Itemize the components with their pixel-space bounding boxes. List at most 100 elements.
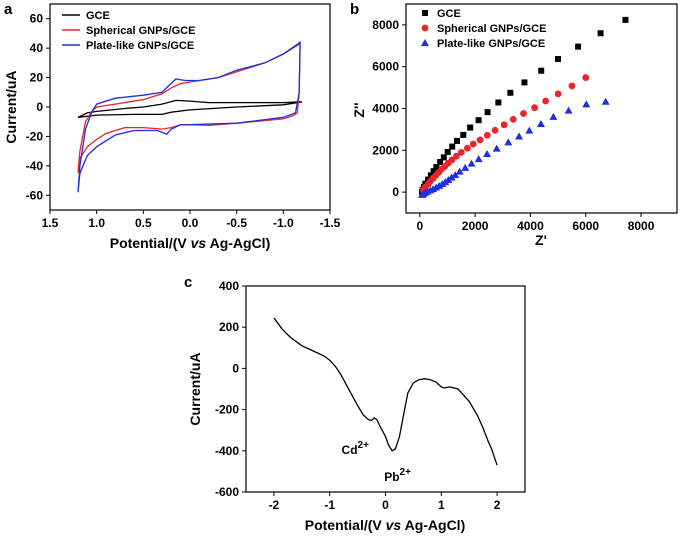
c-xtick-label: -1: [324, 498, 335, 512]
b-data-point: [538, 67, 545, 74]
a-series-line: [77, 99, 303, 118]
a-legend-label: Spherical GNPs/GCE: [86, 25, 195, 37]
b-data-point: [601, 97, 610, 105]
c-xtick-label: 0: [382, 498, 389, 512]
b-data-point: [568, 82, 576, 90]
a-series-line: [77, 41, 301, 193]
b-data-point: [461, 163, 470, 171]
b-data-point: [427, 172, 434, 179]
c-ytick-label: 0: [232, 361, 239, 375]
b-data-point: [507, 89, 514, 96]
b-data-point: [447, 173, 456, 181]
b-ytick-label: 0: [392, 185, 399, 199]
a-legend-label: GCE: [86, 10, 110, 22]
b-data-point: [452, 152, 460, 160]
b-xtick-label: 6000: [572, 219, 599, 233]
b-ytick-label: 4000: [372, 102, 399, 116]
b-data-point: [467, 159, 476, 167]
b-data-point: [455, 167, 464, 175]
b-data-point: [549, 112, 558, 120]
a-xtick-label: 0.5: [135, 216, 152, 230]
c-ytick-label: -600: [215, 485, 239, 499]
a-xtick-label: -1.5: [320, 216, 341, 230]
c-xtick-label: 1: [438, 498, 445, 512]
b-data-point: [476, 136, 484, 144]
a-xtick-label: 1.5: [42, 216, 59, 230]
b-data-point: [582, 74, 590, 81]
c-ylabel: Current/uA: [187, 352, 203, 425]
b-data-point: [525, 126, 534, 134]
chart-c: -2 -1 0 1 2 -600 -400 -200 0 200 400 Cd2+ Pb2+: [215, 279, 526, 512]
b-data-point: [515, 132, 524, 140]
a-xtick-label: -0.5: [226, 216, 247, 230]
b-xtick-label: 0: [416, 219, 423, 233]
b-legend-label: Plate-like GNPs/GCE: [437, 38, 545, 50]
c-annotation: Pb2+: [384, 467, 411, 484]
b-legend-marker: [421, 24, 429, 32]
a-ytick-label: 40: [30, 41, 44, 55]
b-data-point: [542, 97, 550, 105]
c-ytick-label: -400: [215, 444, 239, 458]
a-legend-label: Plate-like GNPs/GCE: [86, 40, 194, 52]
a-series-line: [77, 42, 301, 174]
panel-label-c: c: [184, 274, 192, 291]
b-data-point: [509, 115, 517, 123]
b-legend-marker: [421, 39, 429, 46]
b-data-point: [582, 100, 591, 108]
a-ylabel: Current/uA: [3, 70, 19, 143]
b-ytick-label: 8000: [372, 18, 399, 32]
b-data-point: [463, 144, 471, 152]
chart-a: 1.5 1.0 0.5 0.0 -0.5 -1.0 -1.5 -60 -40 -20 0 20 40 60…: [26, 3, 341, 230]
b-data-point: [491, 126, 499, 134]
b-data-point: [500, 121, 508, 129]
a-ytick-label: -40: [26, 159, 44, 173]
chart-b: 0 2000 4000 6000 8000 0 2000 4000 6000 8000 GCE Sph…: [372, 3, 678, 233]
c-xtick-label: -2: [269, 498, 280, 512]
c-annotation: Cd2+: [342, 440, 370, 457]
b-data-point: [531, 104, 538, 112]
b-data-point: [575, 43, 582, 50]
b-data-point: [448, 156, 456, 164]
panel-label-b: b: [350, 1, 359, 18]
c-ytick-label: -200: [215, 403, 239, 417]
c-ytick-label: 200: [219, 320, 239, 334]
b-data-point: [536, 119, 545, 127]
b-data-point: [483, 131, 491, 139]
a-xlabel: Potential/(V vs Ag-AgCl): [110, 235, 271, 251]
a-ytick-label: 0: [36, 100, 43, 114]
a-ytick-label: 60: [30, 12, 44, 26]
b-data-point: [492, 144, 501, 152]
a-ytick-label: -60: [26, 188, 44, 202]
b-data-point: [469, 140, 477, 148]
b-data-point: [430, 168, 437, 175]
b-xtick-label: 8000: [628, 219, 655, 233]
b-data-point: [521, 79, 528, 86]
b-data-point: [449, 143, 456, 150]
b-legend-marker: [422, 10, 428, 16]
c-xtick-label: 2: [494, 498, 501, 512]
b-data-point: [451, 170, 460, 178]
b-data-point: [474, 155, 483, 163]
b-data-point: [555, 56, 562, 63]
b-legend-label: Spherical GNPs/GCE: [437, 23, 546, 35]
b-data-point: [437, 159, 444, 166]
b-data-point: [453, 137, 460, 144]
b-data-point: [467, 124, 474, 131]
c-series-line: [273, 317, 498, 466]
b-xlabel: Z': [535, 232, 547, 248]
b-data-point: [483, 150, 492, 158]
b-data-point: [440, 154, 447, 161]
b-data-point: [444, 148, 451, 155]
a-ytick-label: 20: [30, 71, 44, 85]
a-ytick-label: -20: [26, 129, 44, 143]
panel-label-a: a: [4, 1, 13, 18]
b-data-point: [504, 138, 513, 146]
b-data-point: [484, 109, 491, 116]
b-data-point: [554, 90, 562, 98]
b-xtick-label: 2000: [462, 219, 489, 233]
b-data-point: [495, 99, 502, 106]
c-axes-frame: [245, 285, 526, 493]
a-xtick-label: 1.0: [88, 216, 105, 230]
b-xtick-label: 4000: [517, 219, 544, 233]
